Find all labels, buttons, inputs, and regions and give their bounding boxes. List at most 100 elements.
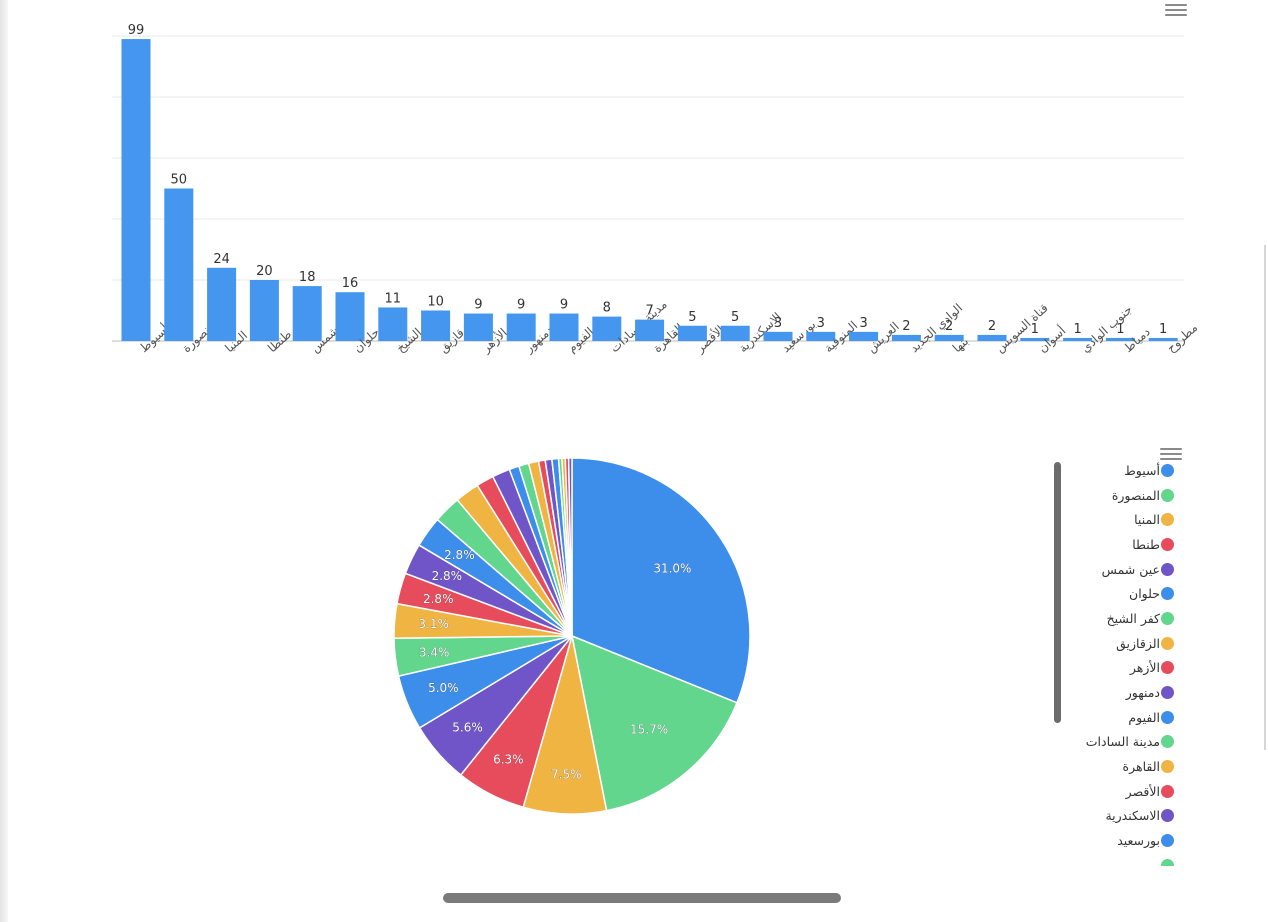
bar-data-label: 2: [988, 319, 996, 334]
bar[interactable]: [506, 313, 536, 341]
legend-item[interactable]: حلوان: [1062, 581, 1174, 606]
legend-label: دمنهور: [1125, 685, 1160, 701]
bar-data-label: 2: [945, 319, 953, 334]
bar[interactable]: [249, 280, 279, 341]
legend-item[interactable]: أسيوط: [1062, 458, 1174, 483]
legend-item[interactable]: [1062, 853, 1174, 866]
legend-item[interactable]: الأقصر: [1062, 779, 1174, 804]
bar[interactable]: [677, 325, 707, 341]
bar-data-label: 99: [128, 23, 145, 38]
bar[interactable]: [378, 307, 408, 341]
legend-item[interactable]: دمنهور: [1062, 680, 1174, 705]
bar-data-label: 1: [1073, 322, 1081, 337]
bar[interactable]: [549, 313, 579, 341]
bar[interactable]: [463, 313, 493, 341]
legend-label: المنيا: [1134, 512, 1160, 528]
legend-label: القاهرة: [1122, 759, 1160, 775]
bar-data-label: 5: [688, 310, 696, 325]
legend-color-dot: [1161, 809, 1174, 823]
legend-item[interactable]: المنيا: [1062, 507, 1174, 532]
bar[interactable]: [164, 188, 194, 342]
bar-data-label: 5: [731, 310, 739, 325]
legend-label: الاسكندرية: [1105, 808, 1160, 824]
bar[interactable]: [592, 316, 622, 341]
bar[interactable]: [720, 325, 750, 341]
home-indicator[interactable]: [443, 893, 841, 903]
legend-item[interactable]: الفيوم: [1062, 705, 1174, 730]
legend-item[interactable]: عين شمس: [1062, 557, 1174, 582]
legend-color-dot: [1161, 661, 1174, 675]
legend-color-dot: [1161, 463, 1174, 477]
bar-data-label: 9: [474, 298, 482, 313]
bar-data-label: 9: [517, 298, 525, 313]
bar-data-label: 9: [560, 298, 568, 313]
bar-data-label: 16: [342, 276, 359, 291]
bar[interactable]: [763, 331, 793, 341]
bar-data-label: 3: [774, 316, 782, 331]
legend-color-dot: [1161, 636, 1174, 650]
legend-color-dot: [1161, 562, 1174, 576]
legend-item[interactable]: الاسكندرية: [1062, 804, 1174, 829]
bar-data-label: 7: [645, 304, 653, 319]
legend-label: عين شمس: [1101, 561, 1160, 577]
legend-item[interactable]: المنصورة: [1062, 483, 1174, 508]
legend-item[interactable]: طنطا: [1062, 532, 1174, 557]
legend-item[interactable]: مدينة السادات: [1062, 730, 1174, 755]
bar-data-label: 8: [603, 301, 611, 316]
bar-data-label: 10: [427, 295, 444, 310]
legend-label: المنصورة: [1111, 487, 1160, 503]
legend-color-dot: [1161, 513, 1174, 527]
legend-label: الأقصر: [1125, 783, 1160, 799]
legend-color-dot: [1161, 488, 1174, 502]
legend-item[interactable]: كفر الشيخ: [1062, 606, 1174, 631]
legend-label: الزقازيق: [1116, 635, 1160, 651]
bar-data-label: 20: [256, 264, 273, 279]
legend-color-dot: [1161, 834, 1174, 848]
legend-color-dot: [1161, 587, 1174, 601]
legend-color-dot: [1161, 735, 1174, 749]
screen-edge-right: [1264, 245, 1266, 750]
legend-item[interactable]: الزقازيق: [1062, 631, 1174, 656]
pie-slice[interactable]: [567, 457, 573, 637]
legend-label: بورسعيد: [1117, 833, 1160, 849]
bar[interactable]: [977, 334, 1007, 341]
legend-label: حلوان: [1129, 586, 1160, 602]
bar[interactable]: [1148, 337, 1178, 341]
bar[interactable]: [1105, 337, 1135, 341]
bar[interactable]: [849, 331, 879, 341]
bar[interactable]: [421, 310, 451, 342]
bar[interactable]: [806, 331, 836, 341]
bar[interactable]: [292, 286, 322, 341]
legend-color-dot: [1161, 784, 1174, 798]
bar-data-label: 24: [213, 252, 230, 267]
legend-color-dot: [1161, 611, 1174, 625]
bar[interactable]: [1063, 337, 1093, 341]
bar[interactable]: [891, 334, 921, 341]
bar-data-label: 18: [299, 270, 316, 285]
bar[interactable]: [121, 39, 151, 342]
pie-legend: أسيوط المنصورة المنيا طنطا عين شمس حلوان كفر ا…: [1062, 458, 1174, 866]
pie-chart-menu-icon[interactable]: [1160, 446, 1182, 462]
legend-item[interactable]: القاهرة: [1062, 754, 1174, 779]
legend-label: الفيوم: [1128, 709, 1160, 725]
legend-label: طنطا: [1132, 536, 1160, 552]
legend-color-dot: [1161, 686, 1174, 700]
bar[interactable]: [934, 334, 964, 341]
bar[interactable]: [635, 319, 665, 341]
bar[interactable]: [1020, 337, 1050, 341]
x-tick-label: دمياط: [1121, 325, 1153, 356]
legend-color-dot: [1161, 710, 1174, 724]
pie-slice[interactable]: [571, 457, 751, 704]
bar[interactable]: [207, 267, 237, 341]
bar-data-label: 1: [1159, 322, 1167, 337]
bar-chart-menu-icon[interactable]: [1165, 2, 1187, 18]
bar-data-label: 2: [902, 319, 910, 334]
legend-item[interactable]: بورسعيد: [1062, 828, 1174, 853]
legend-item[interactable]: الأزهر: [1062, 656, 1174, 681]
legend-scrollbar[interactable]: [1054, 462, 1061, 723]
pie-slice[interactable]: [570, 634, 738, 812]
bar[interactable]: [335, 292, 365, 341]
screen-edge: [0, 0, 8, 922]
legend-label: الأزهر: [1129, 660, 1160, 676]
